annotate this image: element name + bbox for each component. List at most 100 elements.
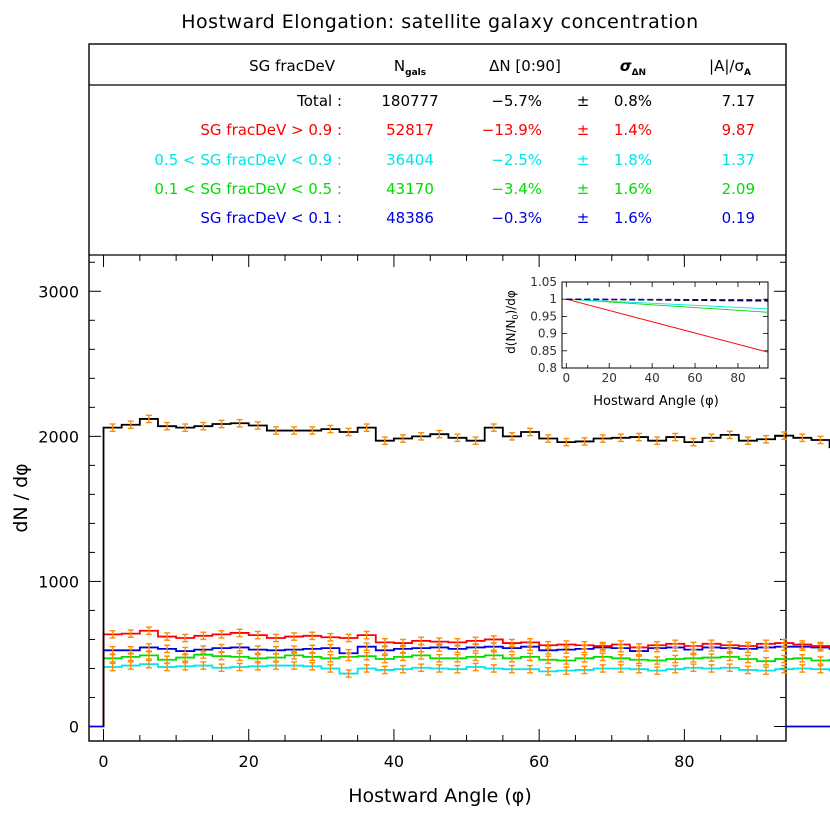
errorbar-fracdev_0.1_0.5 — [454, 653, 461, 663]
row-label: SG fracDeV > 0.9 : — [200, 121, 342, 139]
errorbar-total — [817, 435, 824, 445]
errorbar-fracdev_lt_0.1 — [309, 644, 316, 654]
errorbar-fracdev_gt_0.9 — [708, 639, 715, 649]
errorbar-fracdev_gt_0.9 — [635, 643, 642, 652]
header-delta-n: ΔN [0:90] — [489, 57, 561, 75]
row-pm: ± — [577, 151, 590, 169]
inset-y-tick-label: 0.8 — [538, 361, 557, 375]
errorbar-total — [400, 434, 407, 443]
errorbar-fracdev_0.5_0.9 — [200, 661, 207, 670]
errorbar-total — [145, 414, 152, 424]
inset-x-tick-label: 40 — [644, 371, 659, 385]
errorbar-fracdev_0.1_0.5 — [545, 655, 552, 665]
errorbar-total — [635, 432, 642, 442]
errorbar-total — [454, 433, 461, 443]
x-tick-label: 40 — [384, 752, 404, 771]
errorbar-fracdev_0.5_0.9 — [454, 664, 461, 674]
errorbar-total — [127, 420, 134, 430]
errorbar-total — [581, 437, 588, 446]
inset-x-tick-label: 0 — [562, 371, 570, 385]
inset-line-fracdev_0.1_0.5 — [566, 298, 769, 313]
errorbar-fracdev_gt_0.9 — [309, 631, 316, 641]
errorbar-fracdev_0.5_0.9 — [127, 661, 134, 670]
chart-title: Hostward Elongation: satellite galaxy co… — [181, 11, 698, 33]
inset-y-tick-label: 0.85 — [530, 344, 557, 358]
errorbar-fracdev_0.1_0.5 — [236, 652, 243, 662]
row-label: 0.5 < SG fracDeV < 0.9 : — [154, 151, 342, 169]
errorbar-fracdev_0.5_0.9 — [799, 664, 806, 673]
errorbar-total — [527, 427, 534, 437]
errorbar-total — [781, 431, 788, 440]
y-tick-label: 1000 — [38, 572, 79, 591]
errorbar-fracdev_gt_0.9 — [345, 633, 352, 643]
row-pm: ± — [577, 180, 590, 198]
errorbar-fracdev_0.5_0.9 — [309, 661, 316, 671]
errorbar-fracdev_0.1_0.5 — [327, 653, 334, 663]
errorbar-total — [672, 432, 679, 442]
row-sigma: 1.6% — [614, 209, 652, 227]
figure-frame — [88, 43, 787, 742]
row-delta-n: −0.3% — [491, 209, 542, 227]
errorbar-fracdev_gt_0.9 — [436, 637, 443, 646]
errorbar-fracdev_0.1_0.5 — [672, 654, 679, 664]
errorbar-fracdev_0.5_0.9 — [400, 664, 407, 674]
errorbar-fracdev_0.1_0.5 — [400, 652, 407, 662]
errorbar-fracdev_0.5_0.9 — [726, 663, 733, 673]
errorbar-fracdev_gt_0.9 — [218, 630, 225, 639]
errorbar-fracdev_lt_0.1 — [254, 645, 261, 654]
errorbar-fracdev_gt_0.9 — [726, 640, 733, 650]
row-label: 0.1 < SG fracDeV < 0.5 : — [154, 180, 342, 198]
errorbar-fracdev_0.5_0.9 — [272, 661, 279, 670]
errorbar-fracdev_gt_0.9 — [164, 632, 171, 641]
errorbar-fracdev_0.5_0.9 — [291, 661, 298, 670]
errorbar-total — [218, 419, 225, 429]
errorbar-fracdev_0.5_0.9 — [763, 666, 770, 675]
x-tick-label: 80 — [674, 752, 694, 771]
errorbar-fracdev_0.5_0.9 — [472, 662, 479, 672]
errorbar-total — [490, 423, 497, 432]
errorbar-fracdev_gt_0.9 — [236, 628, 243, 638]
errorbar-total — [309, 426, 316, 435]
errorbar-fracdev_lt_0.1 — [218, 643, 225, 653]
inset-y-tick-label: 0.9 — [538, 327, 557, 341]
errorbar-total — [109, 423, 116, 432]
errorbar-fracdev_0.1_0.5 — [581, 653, 588, 663]
errorbar-fracdev_gt_0.9 — [763, 639, 770, 649]
errorbar-total — [690, 437, 697, 447]
x-tick-label: 60 — [529, 752, 549, 771]
errorbar-fracdev_0.1_0.5 — [381, 654, 388, 664]
errorbar-total — [164, 421, 171, 431]
errorbar-fracdev_gt_0.9 — [454, 638, 461, 647]
table-rows: Total : 180777 −5.7% ±0.8% 7.17 SG fracDeV > … — [154, 92, 755, 227]
errorbar-fracdev_0.5_0.9 — [545, 667, 552, 676]
row-ngals: 180777 — [381, 92, 438, 110]
row-ngals: 48386 — [386, 209, 434, 227]
errorbar-fracdev_0.5_0.9 — [381, 665, 388, 675]
errorbar-fracdev_0.1_0.5 — [563, 656, 570, 665]
errorbar-total — [799, 433, 806, 443]
errorbar-fracdev_0.1_0.5 — [309, 652, 316, 662]
errorbar-fracdev_0.5_0.9 — [635, 664, 642, 674]
row-delta-n: −13.9% — [482, 121, 542, 139]
errorbar-fracdev_0.1_0.5 — [799, 653, 806, 663]
errorbar-fracdev_0.1_0.5 — [218, 651, 225, 661]
row-absA: 1.37 — [722, 151, 755, 169]
row-sigma: 1.6% — [614, 180, 652, 198]
errorbar-fracdev_0.1_0.5 — [617, 653, 624, 663]
errorbar-total — [291, 426, 298, 435]
header-fracdev: SG fracDeV — [249, 57, 336, 75]
row-absA: 9.87 — [722, 121, 755, 139]
errorbar-fracdev_0.5_0.9 — [672, 664, 679, 674]
histogram-fracdev_0.1_0.5 — [102, 653, 830, 727]
errorbar-fracdev_0.5_0.9 — [490, 664, 497, 673]
errorbar-fracdev_0.5_0.9 — [145, 659, 152, 669]
row-label: Total : — [296, 92, 342, 110]
x-tick-label: 20 — [239, 752, 259, 771]
errorbar-total — [545, 434, 552, 443]
errorbar-total — [436, 429, 443, 439]
errorbar-fracdev_gt_0.9 — [363, 630, 370, 640]
errorbar-fracdev_0.1_0.5 — [726, 652, 733, 662]
errorbar-fracdev_0.1_0.5 — [164, 655, 171, 665]
errorbar-total — [381, 436, 388, 446]
